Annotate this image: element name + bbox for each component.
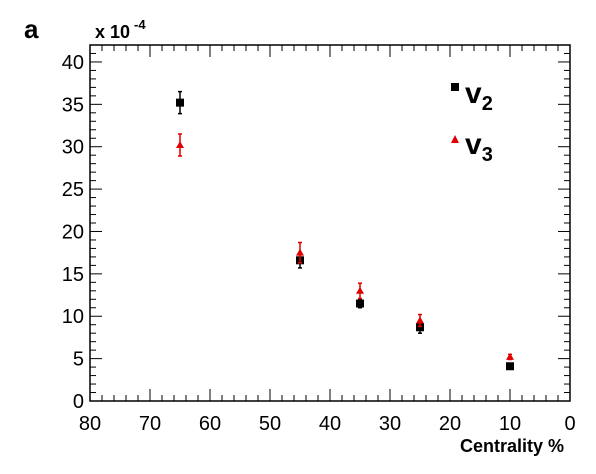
axis-tick-labels: 80 70 60 50 40 30 20 10 0 0 5 10 15 20 25 30 35 40 (62, 52, 576, 435)
marker-square (416, 323, 424, 332)
legend-marker-square (451, 83, 459, 91)
marker-triangle (506, 352, 514, 360)
legend-label-v2: v2 (465, 77, 493, 115)
legend-entry-v3: v3 (451, 128, 493, 166)
x-tick-label: 0 (564, 413, 575, 435)
data-point-series-2 (296, 241, 304, 264)
y-tick-label: 5 (73, 349, 84, 371)
y-tick-label: 10 (62, 306, 84, 328)
data-points (176, 90, 514, 371)
panel-label: a (24, 14, 39, 44)
data-point-series-2 (416, 313, 424, 328)
x-tick-label: 50 (259, 413, 281, 435)
y-tick-label: 30 (62, 137, 84, 159)
x-tick-label: 80 (79, 413, 101, 435)
y-tick-label: 25 (62, 179, 84, 201)
x-tick-label: 40 (319, 413, 341, 435)
marker-triangle (176, 141, 184, 149)
x-tick-label: 30 (379, 413, 401, 435)
x-tick-label: 60 (199, 413, 221, 435)
legend: v2 v3 (451, 77, 493, 166)
data-point-series-2 (176, 133, 184, 157)
marker-square (176, 98, 184, 107)
marker-triangle (356, 286, 364, 294)
x-axis-label: Centrality % (460, 436, 564, 456)
y-tick-label: 0 (73, 391, 84, 413)
data-point-series-2 (506, 352, 514, 361)
x-tick-label: 70 (139, 413, 161, 435)
data-point-series-1 (356, 298, 364, 309)
plot-frame (89, 44, 571, 402)
y-tick-label: 20 (62, 221, 84, 243)
x-tick-label: 10 (499, 413, 521, 435)
marker-triangle (416, 316, 424, 324)
marker-square (356, 299, 364, 308)
axis-ticks (89, 44, 571, 402)
y-tick-label: 15 (62, 264, 84, 286)
y-tick-label: 35 (62, 94, 84, 116)
marker-triangle (296, 248, 304, 256)
y-multiplier-label: x 10 (95, 22, 130, 42)
data-point-series-2 (356, 282, 364, 300)
legend-marker-triangle (451, 135, 459, 143)
data-point-series-1 (506, 362, 514, 371)
y-multiplier: x 10 -4 (95, 17, 146, 42)
y-tick-label: 40 (62, 52, 84, 74)
legend-label-v3: v3 (465, 128, 493, 166)
legend-entry-v2: v2 (451, 77, 493, 115)
y-multiplier-exponent: -4 (134, 17, 146, 32)
data-point-series-1 (176, 90, 184, 115)
marker-square (506, 362, 514, 371)
x-tick-label: 20 (439, 413, 461, 435)
